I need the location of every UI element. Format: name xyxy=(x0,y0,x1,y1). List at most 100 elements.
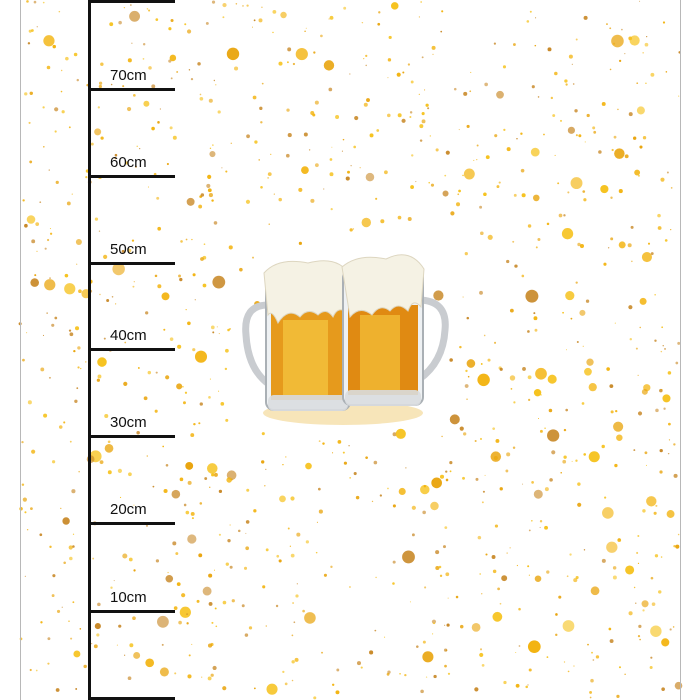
splatter-dot xyxy=(544,427,546,429)
splatter-dot xyxy=(33,0,37,4)
splatter-dot xyxy=(175,552,179,556)
splatter-dot xyxy=(100,136,104,140)
splatter-dot xyxy=(515,683,520,688)
splatter-dot xyxy=(534,44,537,47)
splatter-dot xyxy=(146,455,148,457)
splatter-dot xyxy=(386,672,390,676)
splatter-dot xyxy=(667,452,670,455)
splatter-dot xyxy=(506,147,511,152)
splatter-dot xyxy=(29,91,33,96)
splatter-dot xyxy=(136,145,138,148)
splatter-dot xyxy=(202,586,212,596)
splatter-dot xyxy=(157,284,162,289)
splatter-dot xyxy=(501,575,508,582)
splatter-dot xyxy=(646,496,657,507)
splatter-dot xyxy=(212,665,217,671)
splatter-dot xyxy=(275,604,279,608)
splatter-dot xyxy=(345,176,350,181)
splatter-dot xyxy=(570,177,583,190)
splatter-dot xyxy=(27,400,32,405)
beer-mugs-illustration xyxy=(242,254,449,425)
splatter-dot xyxy=(654,339,657,342)
splatter-dot xyxy=(46,238,50,242)
ruler-tick-60 xyxy=(89,175,175,178)
splatter-dot xyxy=(365,64,367,67)
splatter-dot xyxy=(529,10,532,13)
splatter-dot xyxy=(433,622,435,625)
splatter-dot xyxy=(225,170,228,173)
splatter-dot xyxy=(424,586,427,589)
splatter-dot xyxy=(139,147,141,150)
splatter-dot xyxy=(187,480,192,485)
splatter-dot xyxy=(176,71,179,73)
splatter-dot xyxy=(69,556,73,561)
splatter-dot xyxy=(577,242,581,247)
splatter-dot xyxy=(26,332,28,334)
splatter-dot xyxy=(182,385,184,388)
splatter-dot xyxy=(206,183,211,188)
splatter-dot xyxy=(361,217,372,228)
splatter-dot xyxy=(347,170,350,174)
splatter-dot xyxy=(185,510,190,515)
splatter-dot xyxy=(181,593,186,598)
splatter-dot xyxy=(646,36,648,38)
splatter-dot xyxy=(54,316,58,320)
splatter-dot xyxy=(666,171,669,174)
splatter-dot xyxy=(650,252,654,256)
splatter-dot xyxy=(480,648,483,651)
splatter-dot xyxy=(173,606,178,610)
splatter-dot xyxy=(601,444,605,449)
splatter-dot xyxy=(26,529,29,531)
splatter-dot xyxy=(492,569,497,574)
splatter-dot xyxy=(74,326,80,331)
splatter-dot xyxy=(525,685,528,689)
splatter-dot xyxy=(617,538,622,542)
splatter-dot xyxy=(204,477,208,480)
splatter-dot xyxy=(211,0,216,4)
splatter-dot xyxy=(644,42,649,47)
splatter-dot xyxy=(176,383,183,390)
splatter-dot xyxy=(516,137,518,140)
splatter-dot xyxy=(314,100,319,105)
splatter-dot xyxy=(350,164,352,167)
splatter-dot xyxy=(375,197,378,200)
splatter-dot xyxy=(261,432,265,436)
splatter-dot xyxy=(90,142,94,146)
splatter-dot xyxy=(568,54,573,59)
splatter-dot xyxy=(66,201,71,206)
splatter-dot xyxy=(169,126,173,130)
splatter-dot xyxy=(303,132,308,137)
splatter-dot xyxy=(103,337,106,340)
splatter-dot xyxy=(494,134,498,138)
splatter-dot xyxy=(287,47,292,52)
splatter-dot xyxy=(544,487,549,492)
splatter-dot xyxy=(453,87,457,91)
splatter-dot xyxy=(598,150,602,154)
splatter-dot xyxy=(154,409,158,413)
splatter-dot xyxy=(677,533,680,536)
splatter-dot xyxy=(276,554,280,558)
splatter-dot xyxy=(342,138,345,141)
splatter-dot xyxy=(616,694,620,698)
splatter-dot xyxy=(526,20,530,23)
splatter-dot xyxy=(74,399,78,403)
splatter-dot xyxy=(479,437,483,441)
splatter-dot xyxy=(678,95,680,97)
splatter-dot xyxy=(215,625,218,628)
splatter-dot xyxy=(278,61,283,66)
splatter-dot xyxy=(278,559,282,563)
splatter-dot xyxy=(677,341,681,345)
splatter-dot xyxy=(187,674,192,679)
splatter-dot xyxy=(637,374,639,377)
splatter-dot xyxy=(558,595,562,599)
splatter-dot xyxy=(151,126,155,131)
splatter-dot xyxy=(633,136,637,140)
splatter-dot xyxy=(590,586,600,596)
splatter-dot xyxy=(363,102,368,107)
splatter-dot xyxy=(411,505,416,510)
ruler-label-50: 50cm xyxy=(110,241,147,258)
splatter-dot xyxy=(296,583,298,585)
splatter-dot xyxy=(606,541,618,553)
